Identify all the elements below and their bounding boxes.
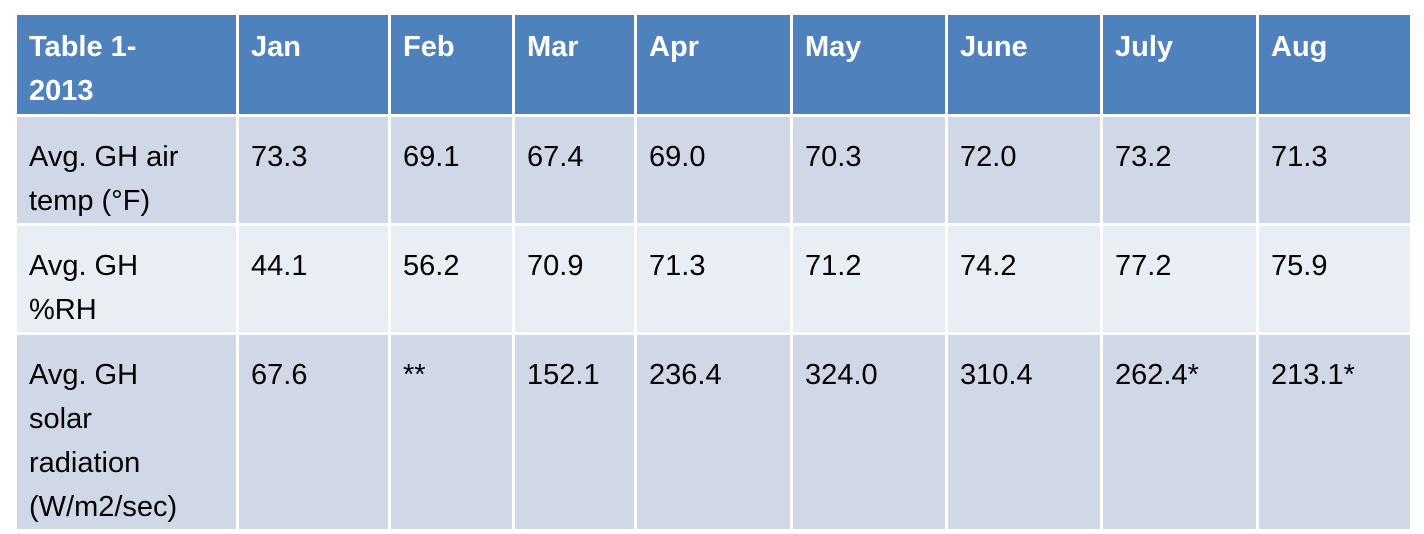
row-label-cell: Table 1-2013	[14, 12, 239, 117]
column-header: Mar	[527, 31, 579, 63]
cell: 44.1	[236, 223, 391, 335]
cell-value: 71.3	[649, 250, 706, 282]
cell-value: 70.9	[527, 250, 584, 282]
header-row: Table 1-2013 Jan Feb Mar Apr May June July Aug	[14, 12, 1413, 117]
cell: 71.2	[790, 223, 948, 335]
cell: 73.3	[236, 114, 391, 226]
cell-value: **	[403, 359, 426, 391]
cell-value: 67.6	[251, 359, 308, 391]
cell: Apr	[634, 12, 793, 117]
cell-value: 236.4	[649, 359, 722, 391]
cell: **	[388, 332, 515, 532]
cell-value: 77.2	[1115, 250, 1172, 282]
cell: 67.4	[512, 114, 637, 226]
cell-value: 324.0	[805, 359, 878, 391]
cell: 71.3	[1256, 114, 1413, 226]
cell-value: 73.3	[251, 141, 308, 173]
cell-value: 73.2	[1115, 141, 1172, 173]
cell: 73.2	[1100, 114, 1259, 226]
cell: 77.2	[1100, 223, 1259, 335]
cell-value: 152.1	[527, 359, 600, 391]
cell-value: 67.4	[527, 141, 584, 173]
cell-value: 44.1	[251, 250, 308, 282]
row-label: Avg. GH air temp (°F)	[29, 141, 179, 217]
cell-value: 262.4*	[1115, 359, 1199, 391]
row-label: Avg. GH solar radiation (W/m2/sec)	[29, 359, 178, 523]
row-label-cell: Avg. GH %RH	[14, 223, 239, 335]
cell: 67.6	[236, 332, 391, 532]
cell: 324.0	[790, 332, 948, 532]
cell-value: 213.1*	[1271, 359, 1355, 391]
data-row: Avg. GH %RH 44.1 56.2 70.9 71.3 71.2 74.2 77.2 7…	[14, 223, 1413, 335]
cell: 70.9	[512, 223, 637, 335]
cell: 72.0	[945, 114, 1103, 226]
cell: 70.3	[790, 114, 948, 226]
column-header: Apr	[649, 31, 699, 63]
cell: Aug	[1256, 12, 1413, 117]
cell: Mar	[512, 12, 637, 117]
table-container: Table 1-2013 Jan Feb Mar Apr May June July Aug Av…	[14, 12, 1413, 532]
cell-value: 310.4	[960, 359, 1033, 391]
cell-value: 71.2	[805, 250, 862, 282]
cell-value: 56.2	[403, 250, 460, 282]
cell: July	[1100, 12, 1259, 117]
cell-value: 69.0	[649, 141, 706, 173]
cell: 262.4*	[1100, 332, 1259, 532]
cell: 310.4	[945, 332, 1103, 532]
cell: 75.9	[1256, 223, 1413, 335]
data-table: Table 1-2013 Jan Feb Mar Apr May June July Aug Av…	[14, 12, 1413, 532]
data-row: Avg. GH air temp (°F) 73.3 69.1 67.4 69.0 70.…	[14, 114, 1413, 226]
column-header: May	[805, 31, 862, 63]
cell: May	[790, 12, 948, 117]
column-header: Aug	[1271, 31, 1328, 63]
cell: 69.1	[388, 114, 515, 226]
column-header: June	[960, 31, 1028, 63]
column-header: Feb	[403, 31, 455, 63]
row-label-cell: Avg. GH air temp (°F)	[14, 114, 239, 226]
cell-value: 75.9	[1271, 250, 1328, 282]
cell-value: 74.2	[960, 250, 1017, 282]
data-row: Avg. GH solar radiation (W/m2/sec) 67.6 **…	[14, 332, 1413, 532]
row-label: Avg. GH %RH	[29, 250, 139, 326]
cell: Jan	[236, 12, 391, 117]
column-header: Jan	[251, 31, 301, 63]
column-header: July	[1115, 31, 1174, 63]
cell-value: 72.0	[960, 141, 1017, 173]
header-title: Table 1-2013	[29, 31, 137, 107]
cell-value: 70.3	[805, 141, 862, 173]
cell: 152.1	[512, 332, 637, 532]
cell: 74.2	[945, 223, 1103, 335]
cell: June	[945, 12, 1103, 117]
cell-value: 69.1	[403, 141, 460, 173]
cell: Feb	[388, 12, 515, 117]
cell: 71.3	[634, 223, 793, 335]
row-label-cell: Avg. GH solar radiation (W/m2/sec)	[14, 332, 239, 532]
cell-value: 71.3	[1271, 141, 1328, 173]
cell: 56.2	[388, 223, 515, 335]
cell: 69.0	[634, 114, 793, 226]
cell: 213.1*	[1256, 332, 1413, 532]
cell: 236.4	[634, 332, 793, 532]
